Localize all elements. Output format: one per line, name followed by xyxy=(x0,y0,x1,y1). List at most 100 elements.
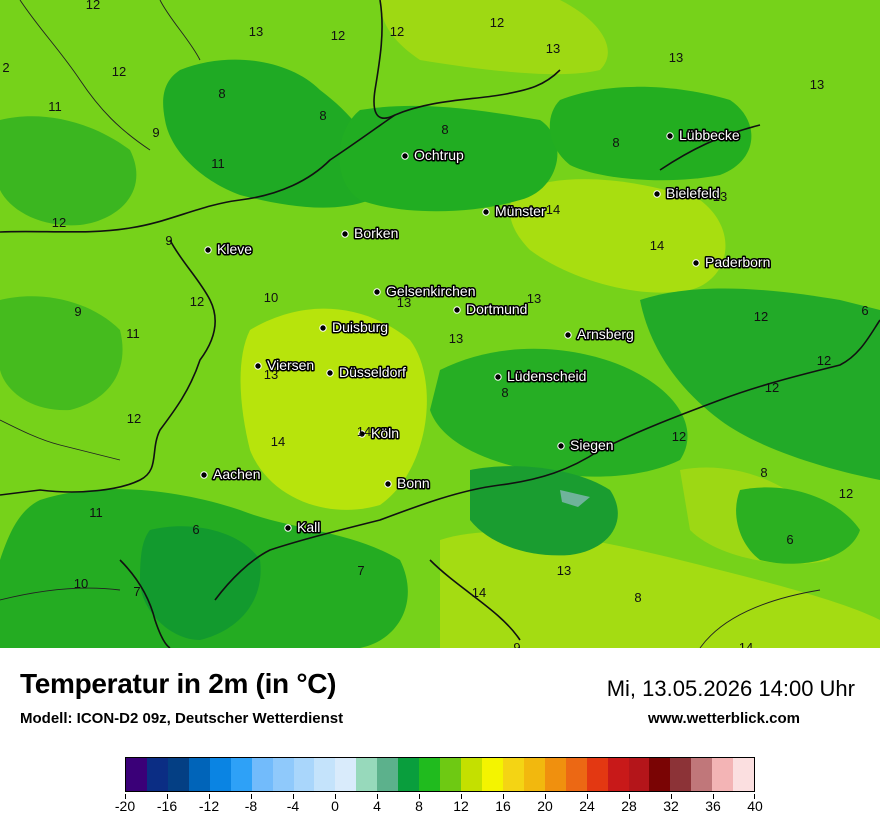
chart-title: Temperatur in 2m (in °C) xyxy=(20,668,337,699)
colorbar-tick xyxy=(713,794,714,799)
colorbar-segment xyxy=(649,758,671,791)
colorbar-tick-label: 28 xyxy=(621,798,637,814)
border-lines xyxy=(0,0,880,648)
city-dot xyxy=(358,430,366,438)
border-thin-4 xyxy=(0,587,121,601)
isotherm-value-label: 12 xyxy=(127,411,141,426)
isotherm-value-label: 8 xyxy=(612,135,619,150)
isotherm-value-label: 12 xyxy=(672,429,686,444)
isotherm-value-label: 7 xyxy=(133,584,140,599)
city-dot xyxy=(284,524,292,532)
colorbar-segment xyxy=(440,758,461,791)
colorbar-tick xyxy=(545,794,546,799)
colorbar-segment xyxy=(356,758,378,791)
isotherm-value-label: 12 xyxy=(839,486,853,501)
city-label: Kleve xyxy=(217,241,252,257)
cool-zone-sauerland xyxy=(430,348,688,477)
colorbar-segment xyxy=(733,758,755,791)
cool-zone-west xyxy=(0,116,137,226)
isotherm-value-label: 13 xyxy=(546,41,560,56)
isotherm-value-label: 9 xyxy=(74,304,81,319)
cool-zone-east xyxy=(640,288,880,480)
colorbar-segment xyxy=(481,758,503,791)
isotherm-value-label: 2 xyxy=(2,60,9,75)
colorbar-segment xyxy=(712,758,734,791)
colorbar-segment xyxy=(628,758,650,791)
colorbar-segment xyxy=(251,758,273,791)
border-north xyxy=(373,0,396,119)
city-label: Paderborn xyxy=(705,254,770,270)
colorbar-tick xyxy=(754,794,755,799)
border-germany-netherlands xyxy=(0,69,561,233)
city-label: Viersen xyxy=(267,357,314,373)
colorbar-tick xyxy=(671,794,672,799)
colorbar-segment xyxy=(523,758,545,791)
warm-zone-rhine xyxy=(240,308,427,510)
colorbar-tick xyxy=(419,794,420,799)
colorbar-segment xyxy=(670,758,692,791)
city-dot xyxy=(666,132,674,140)
city-dot xyxy=(254,362,262,370)
isotherm-value-label: 10 xyxy=(74,576,88,591)
city-dot xyxy=(319,324,327,332)
website-link[interactable]: www.wetterblick.com xyxy=(648,710,800,727)
colorbar-tick-label: 8 xyxy=(415,798,423,814)
city-dot xyxy=(692,259,700,267)
colorbar-segment xyxy=(209,758,231,791)
border-thin-5 xyxy=(699,589,821,648)
colorbar-segment xyxy=(419,758,441,791)
city-label: Bielefeld xyxy=(666,185,720,201)
temperature-fields xyxy=(0,0,880,648)
city-label: Lüdenscheid xyxy=(507,368,586,384)
isotherm-labels: 12 13 12 12 12 13 2 12 11 8 8 9 8 11 8 13 13 12 9 14 14 13 12 1… xyxy=(2,0,868,648)
colorbar xyxy=(125,757,755,792)
isotherm-value-label: 7 xyxy=(357,563,364,578)
warm-zone-south xyxy=(440,531,880,648)
colorbar-tick-label: 0 xyxy=(331,798,339,814)
border-germany-belgium xyxy=(0,239,216,496)
city-dot xyxy=(653,190,661,198)
isotherm-value-label: 13 xyxy=(264,367,278,382)
colorbar-tick-label: 12 xyxy=(453,798,469,814)
city-label: Bonn xyxy=(397,475,430,491)
cool-zone-maas xyxy=(0,296,123,411)
city-dot xyxy=(204,246,212,254)
isotherm-value-label: 6 xyxy=(861,303,868,318)
city-dot xyxy=(373,288,381,296)
border-state-niedersachsen xyxy=(659,124,761,171)
city-label: Borken xyxy=(354,225,398,241)
colorbar-tick-label: 16 xyxy=(495,798,511,814)
isotherm-value-label: 8 xyxy=(319,108,326,123)
colorbar-segment xyxy=(586,758,608,791)
isotherm-value-label: 8 xyxy=(760,465,767,480)
colorbar-segment xyxy=(146,758,168,791)
colorbar-tick-label: 36 xyxy=(705,798,721,814)
colorbar-segment xyxy=(335,758,357,791)
isotherm-value-label: 9 xyxy=(513,640,520,648)
city-label: Münster xyxy=(495,203,546,219)
isotherm-value-label: 8 xyxy=(218,86,225,101)
isotherm-value-label: 13 xyxy=(669,50,683,65)
colorbar-tick xyxy=(209,794,210,799)
isotherm-value-label: 11 xyxy=(89,505,103,520)
colorbar-segment xyxy=(126,758,147,791)
isotherm-value-label: 13 xyxy=(527,291,541,306)
border-state-hessen xyxy=(429,559,521,641)
isotherm-value-label: 14 xyxy=(357,424,371,439)
cool-zone-northwest xyxy=(163,59,377,208)
isotherm-value-label: 13 xyxy=(397,295,411,310)
isotherm-value-label: 9 xyxy=(152,125,159,140)
colorbar-tick xyxy=(629,794,630,799)
colorbar-tick-label: -20 xyxy=(114,798,136,814)
temperature-map: Ochtrup Lübbecke Bielefeld Münster Borken Kle… xyxy=(0,0,880,648)
colorbar-segment xyxy=(272,758,294,791)
colorbar-segment xyxy=(607,758,629,791)
colorbar-tick xyxy=(503,794,504,799)
city-dot xyxy=(200,471,208,479)
warm-zone-muenster xyxy=(509,179,726,293)
city-dot xyxy=(401,152,409,160)
colorbar-segment xyxy=(314,758,336,791)
city-dot xyxy=(564,331,572,339)
city-label: Duisburg xyxy=(332,319,388,335)
colorbar-segment xyxy=(230,758,252,791)
